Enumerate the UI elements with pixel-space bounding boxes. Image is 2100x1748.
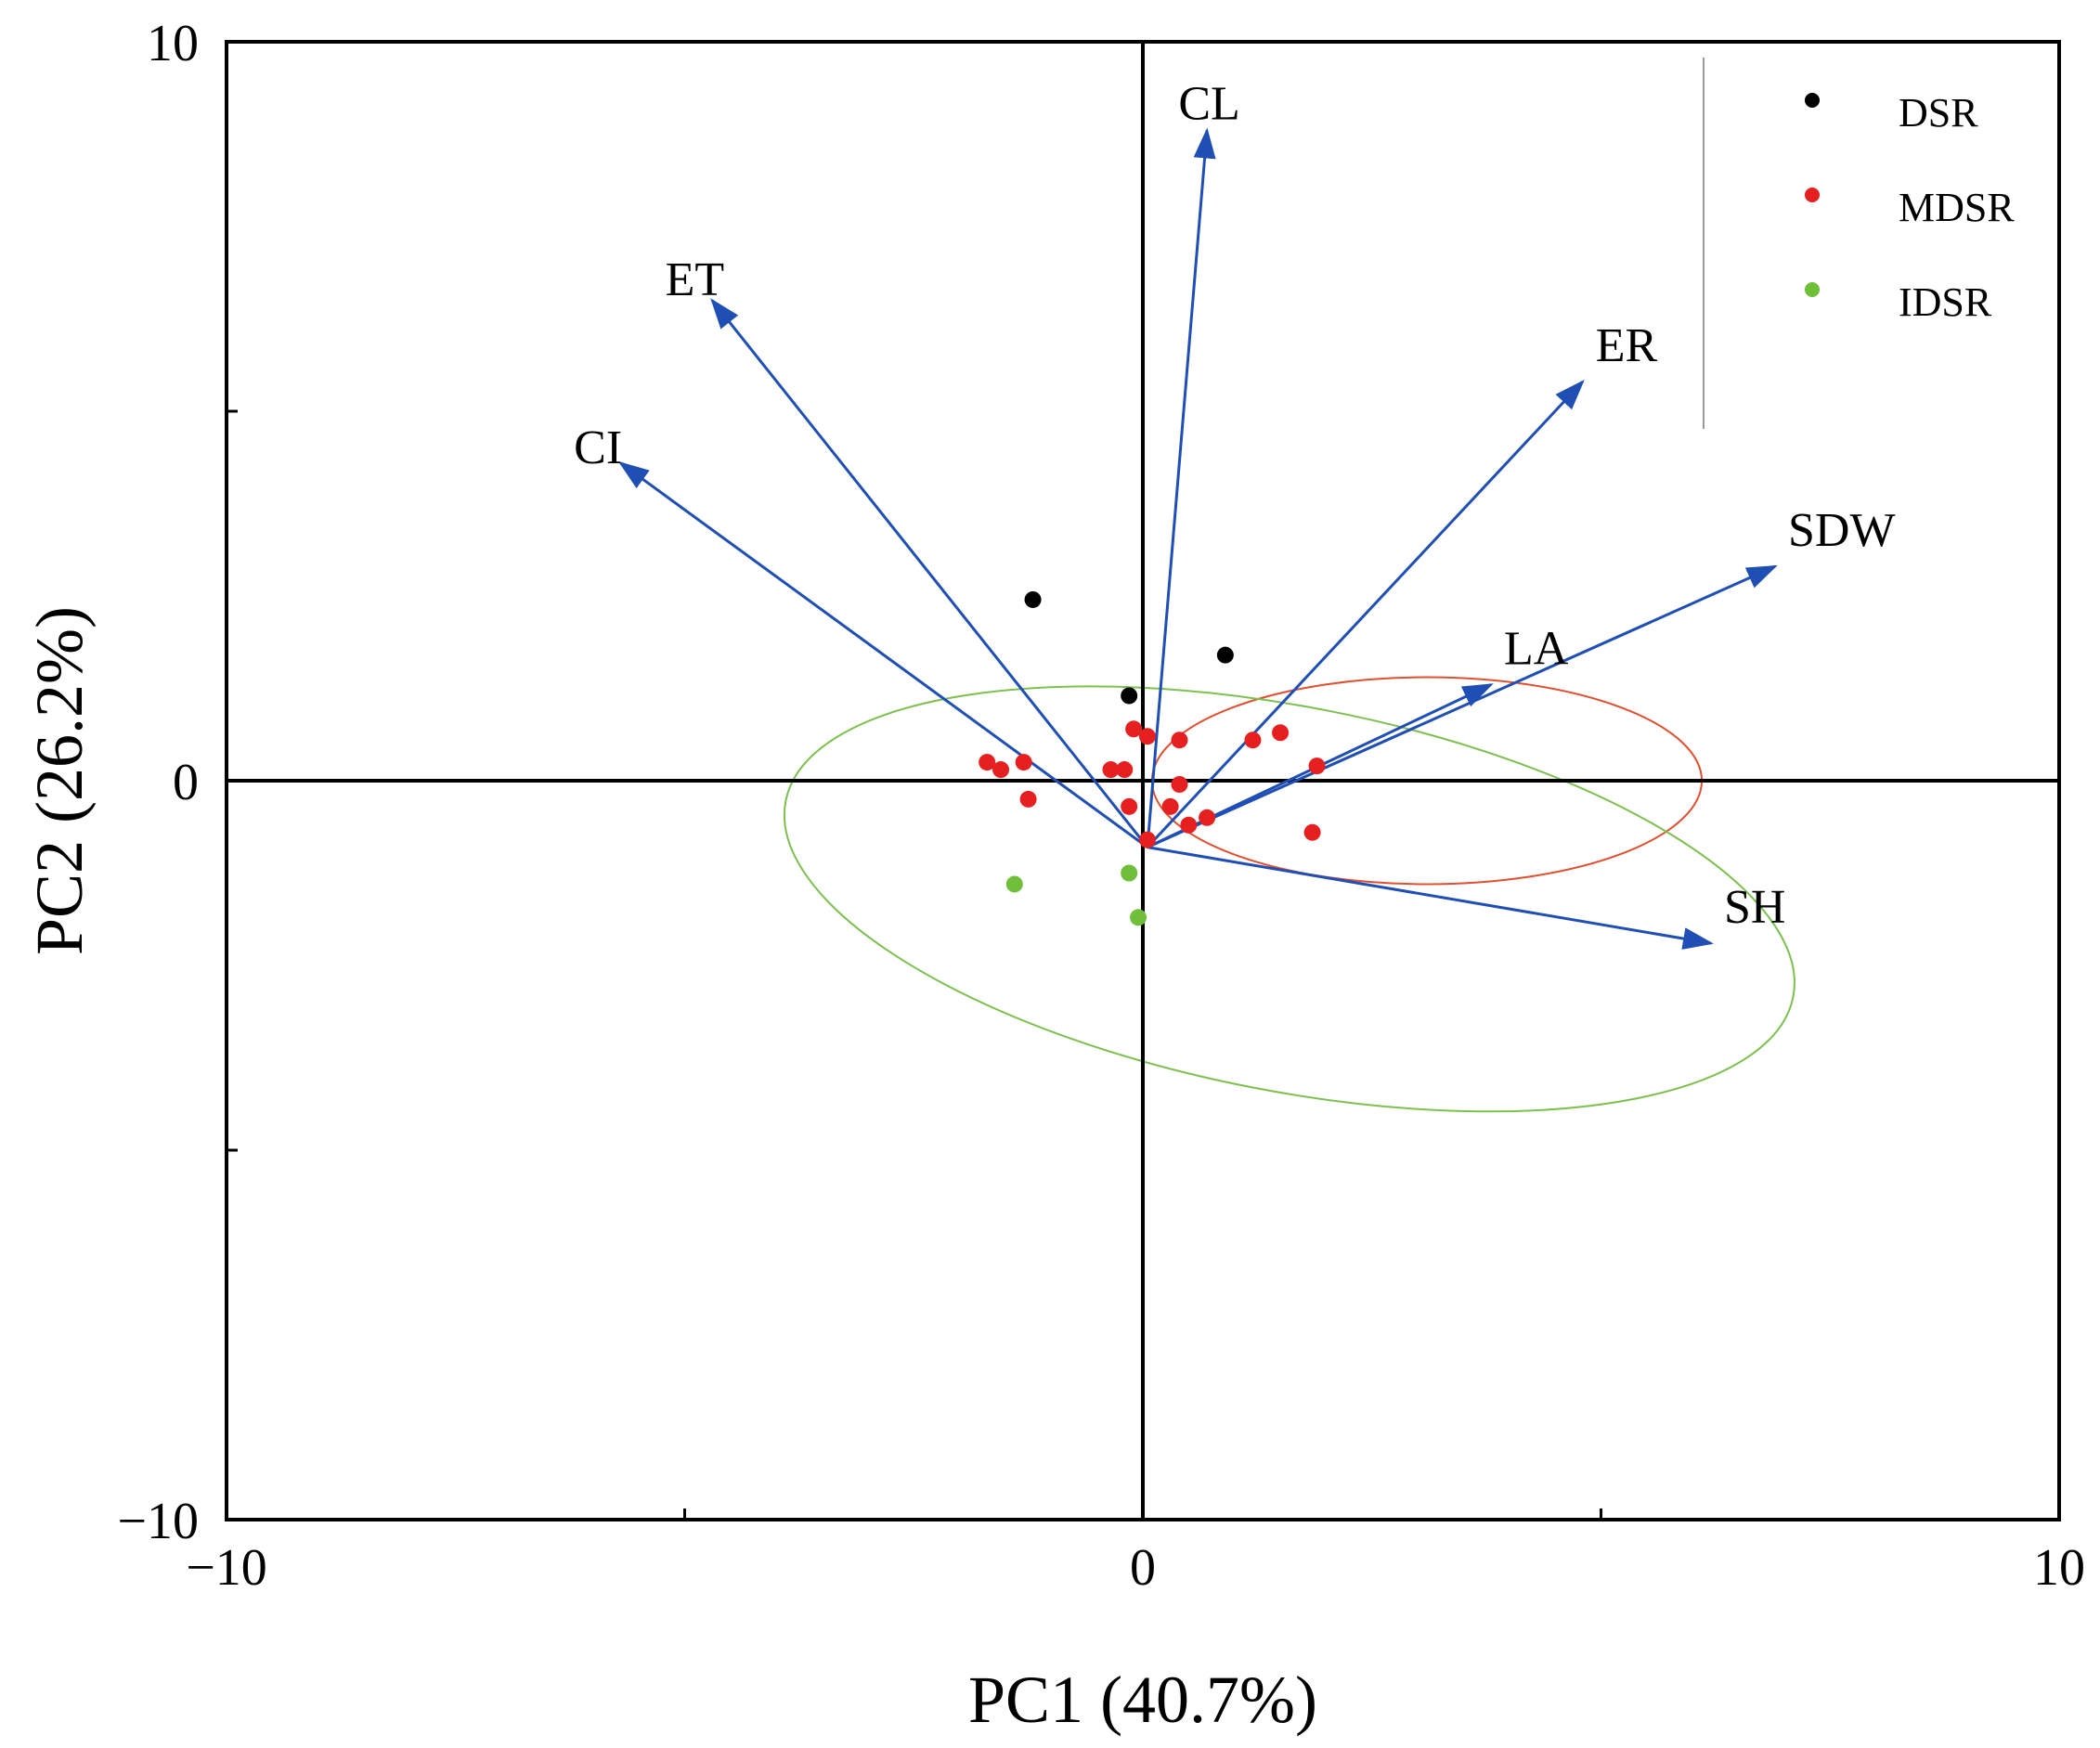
- point-mdsr: [1125, 720, 1143, 738]
- point-mdsr: [1272, 724, 1290, 742]
- x-tick-label: 10: [2033, 1539, 2085, 1597]
- x-tick-label: −10: [186, 1539, 267, 1597]
- point-idsr: [1005, 875, 1023, 893]
- tick-labels: −10 0 10 −10 0 10: [117, 15, 2085, 1597]
- point-mdsr: [1308, 757, 1326, 775]
- vector-label-la: LA: [1504, 623, 1569, 676]
- vector-label-sdw: SDW: [1788, 504, 1896, 557]
- legend-marker-dsr: [1805, 93, 1820, 108]
- point-mdsr: [1171, 732, 1188, 749]
- vector-label-cl: CL: [1178, 78, 1239, 131]
- point-mdsr: [1244, 732, 1262, 749]
- point-mdsr: [1171, 775, 1188, 793]
- vector-et: [710, 298, 1149, 848]
- score-points: [979, 590, 1326, 926]
- vector-label-sh: SH: [1724, 881, 1785, 934]
- point-mdsr: [1138, 728, 1156, 745]
- point-dsr: [1216, 646, 1234, 664]
- point-idsr: [1121, 864, 1138, 882]
- y-tick-label: 0: [173, 754, 199, 811]
- zero-lines: [227, 42, 2059, 1520]
- point-mdsr: [1161, 797, 1179, 815]
- point-mdsr: [1015, 754, 1032, 771]
- vector-cl: [1146, 127, 1216, 848]
- vector-label-er: ER: [1596, 319, 1658, 372]
- point-mdsr: [1116, 761, 1134, 779]
- y-tick-label: 10: [147, 15, 199, 72]
- legend-label-idsr: IDSR: [1899, 279, 1992, 325]
- axis-ticks: [225, 40, 2061, 1521]
- point-mdsr: [1102, 761, 1120, 779]
- legend: DSR MDSR IDSR: [1703, 58, 2015, 429]
- vector-label-ci: CI: [574, 421, 622, 474]
- point-mdsr: [1019, 790, 1037, 808]
- point-mdsr: [1121, 797, 1138, 815]
- point-mdsr: [1199, 809, 1216, 826]
- vector-label-et: ET: [666, 253, 725, 306]
- vector-ci: [617, 460, 1148, 848]
- legend-marker-mdsr: [1805, 188, 1820, 202]
- legend-label-mdsr: MDSR: [1899, 185, 2015, 230]
- y-axis-label: PC2 (26.2%): [22, 606, 97, 955]
- point-mdsr: [1303, 823, 1321, 841]
- vector-sh: [1147, 846, 1714, 950]
- x-axis-label: PC1 (40.7%): [968, 1663, 1317, 1737]
- vector-er: [1146, 379, 1585, 848]
- point-idsr: [1130, 909, 1147, 926]
- x-tick-label: 0: [1130, 1539, 1156, 1597]
- vector-sdw: [1147, 564, 1778, 849]
- ellipse-idsr: [783, 685, 1795, 1113]
- point-mdsr: [1180, 816, 1198, 834]
- point-mdsr: [979, 754, 996, 771]
- point-dsr: [1121, 687, 1138, 705]
- point-mdsr: [1138, 831, 1156, 848]
- loading-vectors: CL ET CI ER SDW LA SH: [574, 78, 1896, 950]
- legend-label-dsr: DSR: [1899, 90, 1978, 136]
- legend-marker-idsr: [1805, 282, 1820, 297]
- y-tick-label: −10: [117, 1493, 199, 1550]
- point-dsr: [1024, 590, 1042, 608]
- point-mdsr: [992, 761, 1010, 779]
- confidence-ellipses: [783, 676, 1795, 1113]
